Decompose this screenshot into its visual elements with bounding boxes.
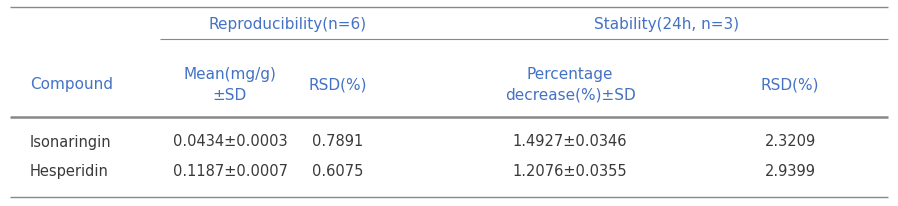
Text: RSD(%): RSD(%) [309, 77, 367, 92]
Text: 0.1187±0.0007: 0.1187±0.0007 [172, 164, 287, 179]
Text: Isonaringin: Isonaringin [30, 134, 111, 149]
Text: Reproducibility(n=6): Reproducibility(n=6) [208, 16, 366, 31]
Text: 0.0434±0.0003: 0.0434±0.0003 [172, 134, 287, 149]
Text: Mean(mg/g)
±SD: Mean(mg/g) ±SD [183, 67, 277, 103]
Text: Percentage
decrease(%)±SD: Percentage decrease(%)±SD [505, 67, 636, 103]
Text: Stability(24h, n=3): Stability(24h, n=3) [594, 16, 739, 31]
Text: Compound: Compound [30, 77, 113, 92]
Text: 0.7891: 0.7891 [313, 134, 364, 149]
Text: Hesperidin: Hesperidin [30, 164, 109, 179]
Text: 1.2076±0.0355: 1.2076±0.0355 [513, 164, 628, 179]
Text: RSD(%): RSD(%) [761, 77, 819, 92]
Text: 0.6075: 0.6075 [313, 164, 364, 179]
Text: 1.4927±0.0346: 1.4927±0.0346 [513, 134, 627, 149]
Text: 2.3209: 2.3209 [764, 134, 815, 149]
Text: 2.9399: 2.9399 [764, 164, 815, 179]
